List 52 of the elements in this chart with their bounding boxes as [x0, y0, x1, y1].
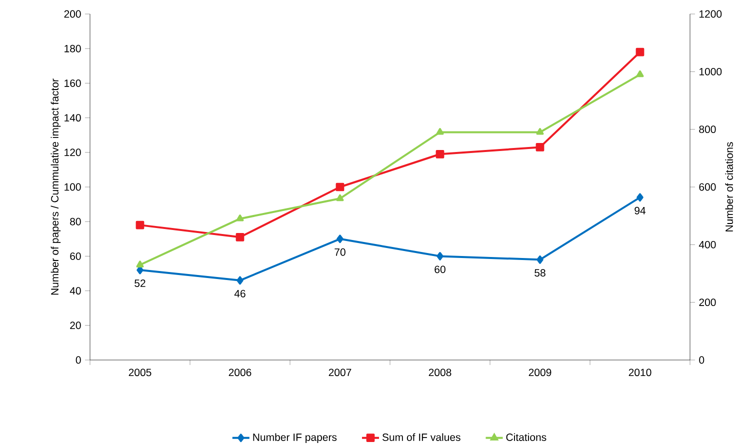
data-label: 58 [534, 269, 546, 277]
y-tick-label: 120 [64, 148, 81, 156]
point [136, 260, 144, 268]
y-tick-label: 40 [70, 287, 81, 295]
x-tick-label: 2009 [528, 368, 552, 376]
y-tick-label: 160 [64, 79, 81, 87]
point [236, 214, 244, 222]
point [436, 128, 444, 135]
y-tick-label: 20 [70, 322, 81, 330]
y2-tick-label: 1000 [700, 68, 722, 76]
point [436, 252, 444, 260]
data-label: 46 [234, 290, 246, 298]
y-tick-label: 100 [64, 183, 81, 191]
data-label: 52 [134, 280, 146, 287]
y-tick-label: 80 [70, 218, 81, 226]
point [536, 128, 544, 135]
y-tick-label: 60 [70, 252, 81, 260]
legend-label: Number IF papers [253, 433, 337, 444]
y2-tick-label: 200 [699, 298, 716, 306]
y-tick-label: 200 [64, 10, 81, 18]
point [636, 193, 644, 202]
x-tick-label: 2007 [328, 368, 352, 376]
y2-axis-title: Number of citations [725, 142, 733, 232]
x-tick-label: 2006 [228, 368, 252, 376]
y2-tick-label: 800 [699, 126, 716, 134]
x-tick-label: 2008 [428, 368, 452, 376]
y-axis-title: Number of papers / Cummulative impact factor [50, 78, 61, 295]
point [436, 150, 444, 158]
y2-tick-label: 1200 [700, 10, 722, 18]
legend-label: Citations [506, 433, 546, 441]
x-tick-label: 2010 [628, 368, 652, 376]
y2-tick-label: 0 [699, 356, 704, 364]
y-tick-label: 140 [64, 114, 81, 122]
data-label: 60 [434, 266, 446, 274]
point [336, 182, 344, 192]
point [536, 143, 544, 152]
legend-label: Sum of IF values [382, 433, 460, 441]
point [636, 48, 644, 56]
y-tick-label: 180 [64, 44, 81, 52]
data-label: 70 [334, 248, 346, 256]
point [236, 232, 244, 242]
y2-tick-label: 400 [698, 240, 716, 248]
data-label: 94 [634, 206, 646, 214]
y-tick-label: 0 [76, 356, 81, 364]
x-tick-label: 2005 [128, 368, 152, 376]
point [136, 220, 144, 230]
point [336, 234, 344, 244]
point [336, 194, 344, 202]
point [536, 255, 544, 264]
y2-tick-label: 600 [699, 183, 716, 191]
point [236, 276, 244, 285]
point [636, 70, 644, 78]
